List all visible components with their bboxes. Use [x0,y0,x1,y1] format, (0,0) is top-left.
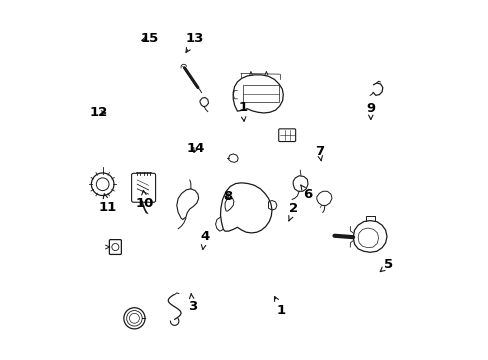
Text: 10: 10 [136,190,154,211]
Text: 7: 7 [314,145,323,161]
Text: 3: 3 [187,294,197,313]
Text: 12: 12 [90,107,108,120]
Text: 4: 4 [200,230,209,249]
Text: 5: 5 [380,258,392,272]
Text: 1: 1 [238,101,247,121]
Text: 11: 11 [98,194,117,214]
Text: 2: 2 [288,202,298,221]
Text: 8: 8 [223,190,232,203]
Text: 6: 6 [300,185,312,201]
Text: 15: 15 [140,32,158,45]
Text: 13: 13 [185,32,204,53]
Text: 1: 1 [274,297,285,317]
Text: 14: 14 [186,142,204,155]
Text: 9: 9 [366,102,375,120]
